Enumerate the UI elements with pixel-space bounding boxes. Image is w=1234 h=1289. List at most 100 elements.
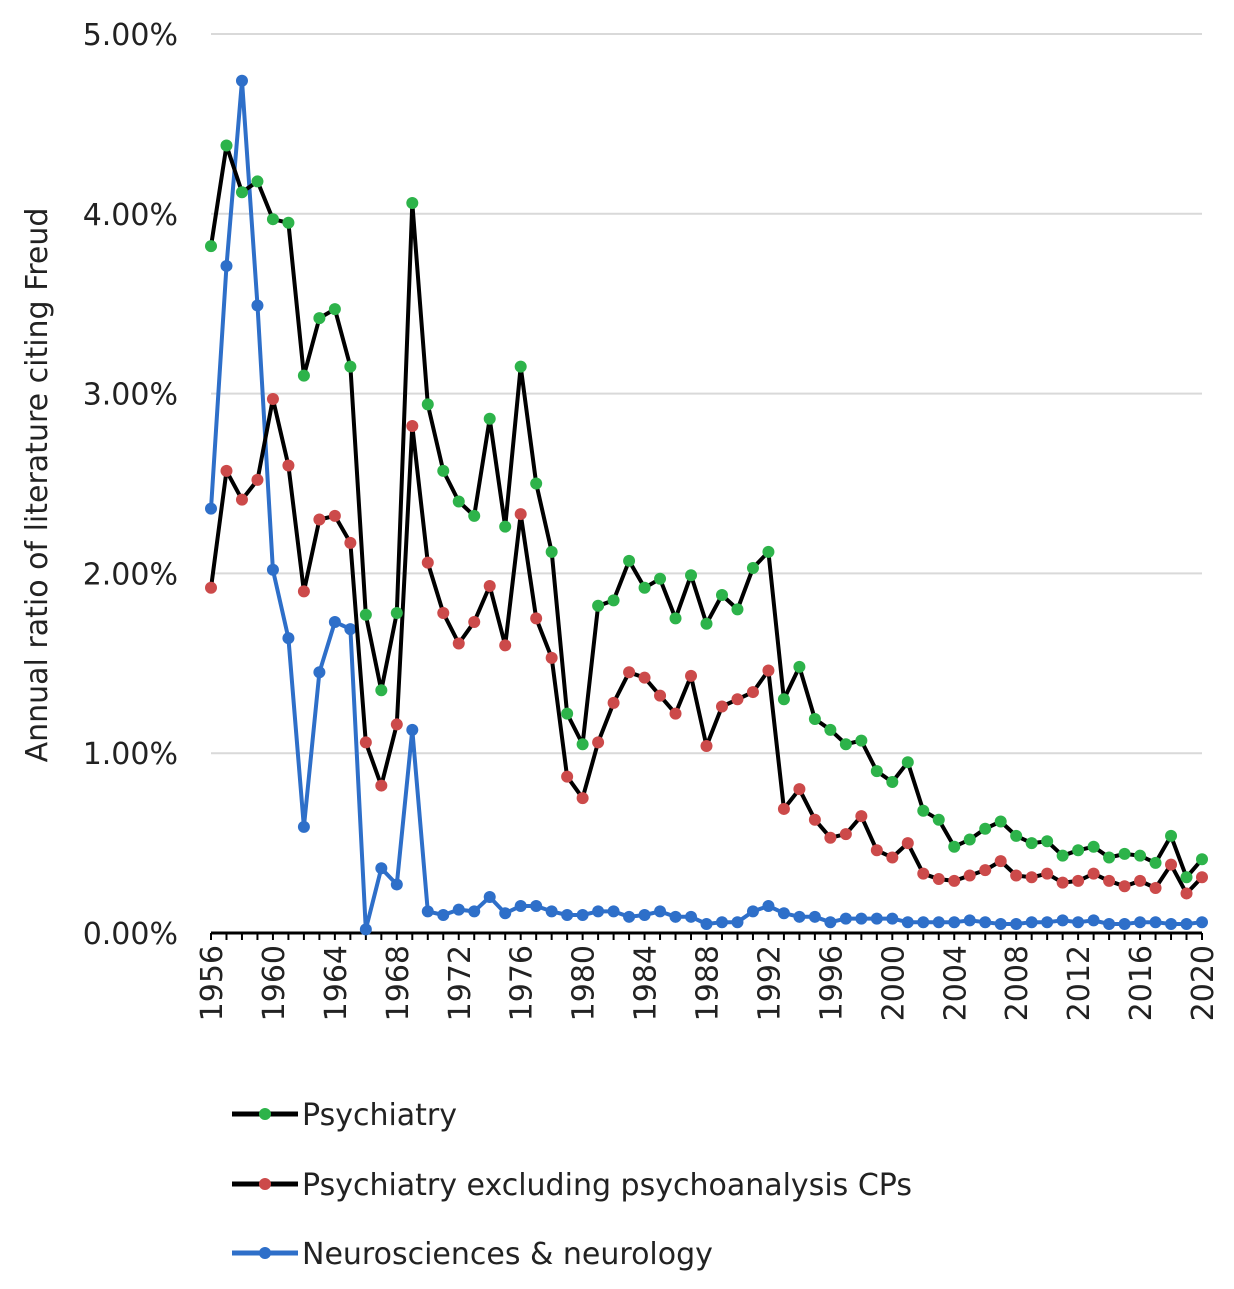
- data-point: [545, 545, 558, 558]
- y-tick-label: 3.00%: [83, 378, 178, 413]
- data-point: [932, 813, 945, 826]
- data-point: [375, 779, 388, 792]
- data-point: [205, 240, 217, 253]
- data-point: [1103, 851, 1116, 864]
- data-point: [901, 837, 914, 850]
- series-0: [205, 139, 1208, 884]
- data-point: [390, 606, 403, 619]
- data-point: [824, 916, 837, 929]
- data-point: [421, 398, 434, 411]
- data-point: [979, 864, 992, 877]
- data-point: [282, 216, 295, 229]
- data-point: [669, 707, 682, 720]
- data-point: [251, 175, 264, 188]
- data-point: [623, 554, 636, 567]
- data-point: [870, 844, 883, 857]
- data-point: [561, 707, 574, 720]
- data-point: [1165, 858, 1178, 871]
- data-point: [839, 738, 852, 751]
- data-point: [715, 700, 728, 713]
- data-point: [359, 736, 372, 749]
- data-point: [297, 369, 310, 382]
- data-point: [1196, 853, 1208, 866]
- data-point: [1180, 871, 1193, 884]
- y-tick-label: 4.00%: [83, 198, 178, 233]
- data-point: [731, 693, 744, 706]
- data-point: [1041, 835, 1054, 848]
- data-point: [545, 651, 558, 664]
- data-point: [251, 473, 264, 486]
- data-point: [777, 907, 790, 920]
- data-point: [932, 916, 945, 929]
- y-tick-label: 5.00%: [83, 18, 178, 53]
- data-point: [994, 918, 1007, 931]
- data-point: [762, 545, 775, 558]
- x-tick-label: 1972: [443, 945, 478, 1021]
- x-tick-label: 2004: [938, 945, 973, 1021]
- data-point: [344, 536, 357, 549]
- series-1: [205, 392, 1208, 900]
- data-point: [700, 740, 713, 753]
- data-point: [654, 689, 667, 702]
- data-point: [251, 299, 264, 312]
- data-point: [1041, 916, 1054, 929]
- data-point: [715, 916, 728, 929]
- data-point: [328, 509, 341, 522]
- data-point: [839, 828, 852, 841]
- data-point: [1087, 840, 1100, 853]
- data-point: [746, 562, 759, 575]
- x-tick-label: 1980: [567, 945, 602, 1021]
- data-point: [870, 912, 883, 925]
- data-point: [793, 783, 806, 796]
- data-point: [530, 612, 543, 625]
- data-point: [1134, 874, 1147, 887]
- data-point: [979, 822, 992, 835]
- data-point: [359, 923, 372, 936]
- data-point: [205, 502, 217, 515]
- x-tick-label: 1988: [691, 945, 726, 1021]
- data-point: [1087, 867, 1100, 880]
- data-point: [282, 632, 295, 645]
- data-point: [468, 905, 481, 918]
- data-point: [685, 910, 698, 923]
- data-point: [886, 851, 899, 864]
- data-point: [715, 588, 728, 601]
- data-point: [762, 900, 775, 913]
- data-point: [948, 874, 961, 887]
- legend-label: Psychiatry excluding psychoanalysis CPs: [302, 1168, 912, 1203]
- data-point: [468, 615, 481, 628]
- data-point: [685, 569, 698, 582]
- data-point: [313, 312, 326, 325]
- data-point: [1103, 874, 1116, 887]
- data-point: [731, 603, 744, 616]
- data-point: [406, 419, 419, 432]
- data-point: [839, 912, 852, 925]
- data-point: [1149, 856, 1162, 869]
- legend-marker: [259, 1108, 271, 1120]
- x-tick-label: 1992: [752, 945, 787, 1021]
- data-point: [1072, 874, 1085, 887]
- data-point: [390, 878, 403, 891]
- data-point: [437, 464, 450, 477]
- data-point: [793, 910, 806, 923]
- data-point: [344, 623, 357, 636]
- data-point: [437, 606, 450, 619]
- y-tick-label: 2.00%: [83, 557, 178, 592]
- data-point: [1072, 916, 1085, 929]
- data-point: [282, 459, 295, 472]
- data-point: [1149, 916, 1162, 929]
- data-point: [1010, 869, 1023, 882]
- legend-label: Psychiatry: [302, 1098, 457, 1133]
- x-tick-label: 1996: [814, 945, 849, 1021]
- data-point: [963, 914, 976, 927]
- data-point: [669, 612, 682, 625]
- data-point: [545, 905, 558, 918]
- data-point: [917, 804, 930, 817]
- data-point: [979, 916, 992, 929]
- data-point: [963, 833, 976, 846]
- data-point: [514, 900, 527, 913]
- data-point: [452, 495, 465, 508]
- legend-label: Neurosciences & neurology: [302, 1237, 713, 1272]
- data-point: [235, 493, 248, 506]
